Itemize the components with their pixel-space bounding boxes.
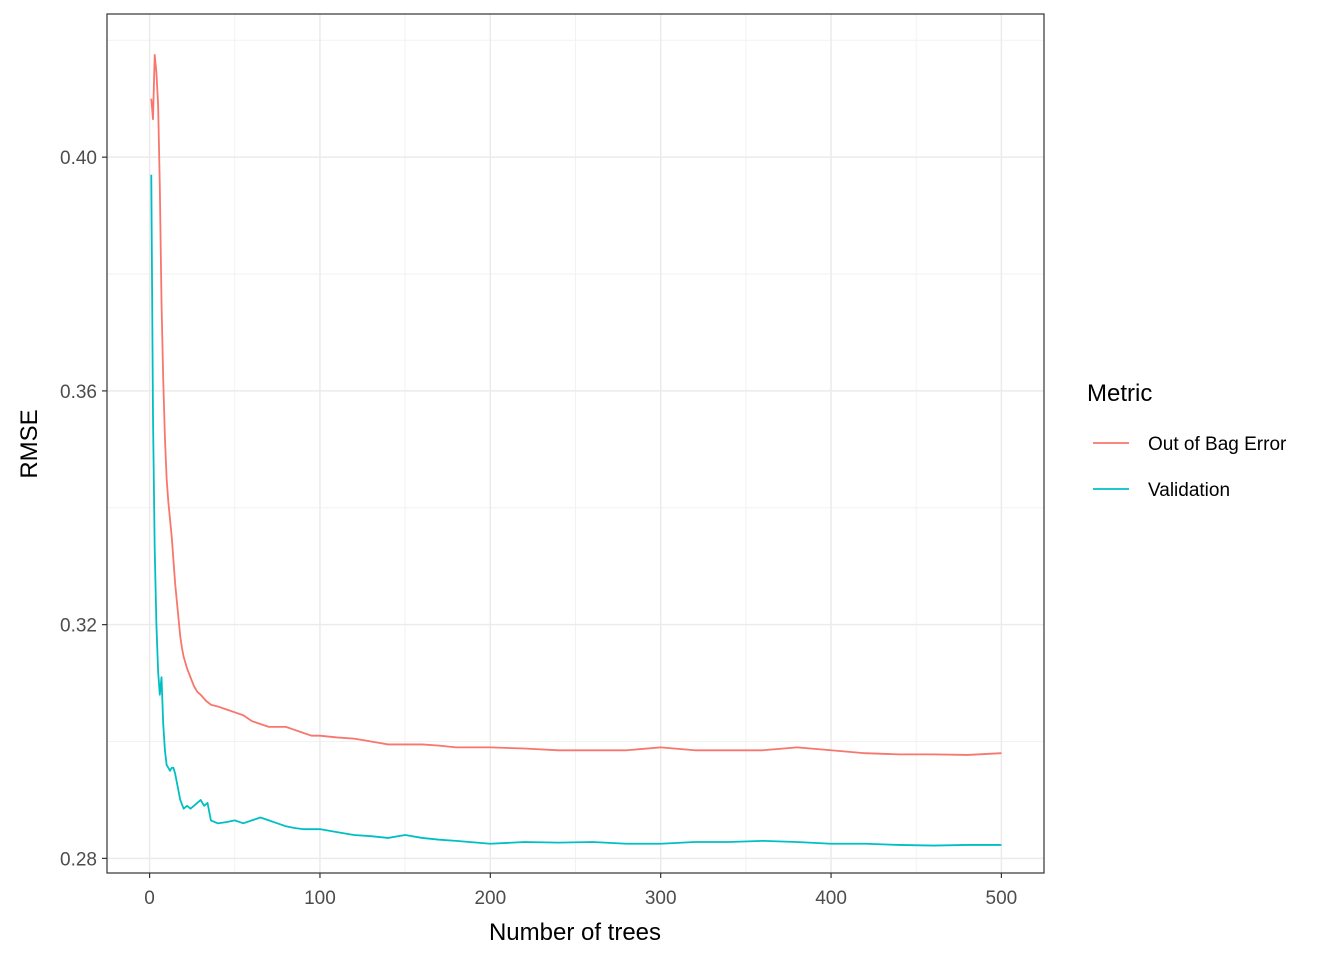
y-tick-label: 0.36 bbox=[60, 382, 97, 403]
x-tick-label: 300 bbox=[645, 888, 677, 909]
x-axis: 0 100 200 300 400 500 bbox=[144, 873, 1017, 909]
y-axis-title: RMSE bbox=[16, 409, 43, 478]
legend-label-out-of-bag-error: Out of Bag Error bbox=[1148, 434, 1287, 455]
panel-border bbox=[106, 13, 1045, 874]
x-tick-label: 500 bbox=[986, 888, 1018, 909]
x-tick-label: 0 bbox=[144, 888, 155, 909]
series-lines bbox=[150, 54, 1002, 847]
series-line-out-of-bag-error bbox=[150, 54, 1002, 756]
major-gridlines bbox=[107, 14, 1044, 873]
legend-title: Metric bbox=[1087, 380, 1152, 407]
x-tick-label: 200 bbox=[474, 888, 506, 909]
series-line-validation bbox=[150, 174, 1002, 847]
x-tick-label: 400 bbox=[815, 888, 847, 909]
y-tick-label: 0.32 bbox=[60, 616, 97, 637]
y-tick-label: 0.40 bbox=[60, 148, 97, 169]
legend-items: Out of Bag Error Validation bbox=[1093, 434, 1287, 501]
minor-gridlines bbox=[107, 14, 1044, 873]
y-tick-label: 0.28 bbox=[60, 849, 97, 870]
x-axis-title: Number of trees bbox=[489, 919, 661, 946]
legend: Metric Out of Bag Error Validation bbox=[1087, 380, 1287, 501]
legend-label-validation: Validation bbox=[1148, 480, 1230, 501]
y-axis: 0.28 0.32 0.36 0.40 bbox=[60, 148, 107, 870]
x-tick-label: 100 bbox=[304, 888, 336, 909]
